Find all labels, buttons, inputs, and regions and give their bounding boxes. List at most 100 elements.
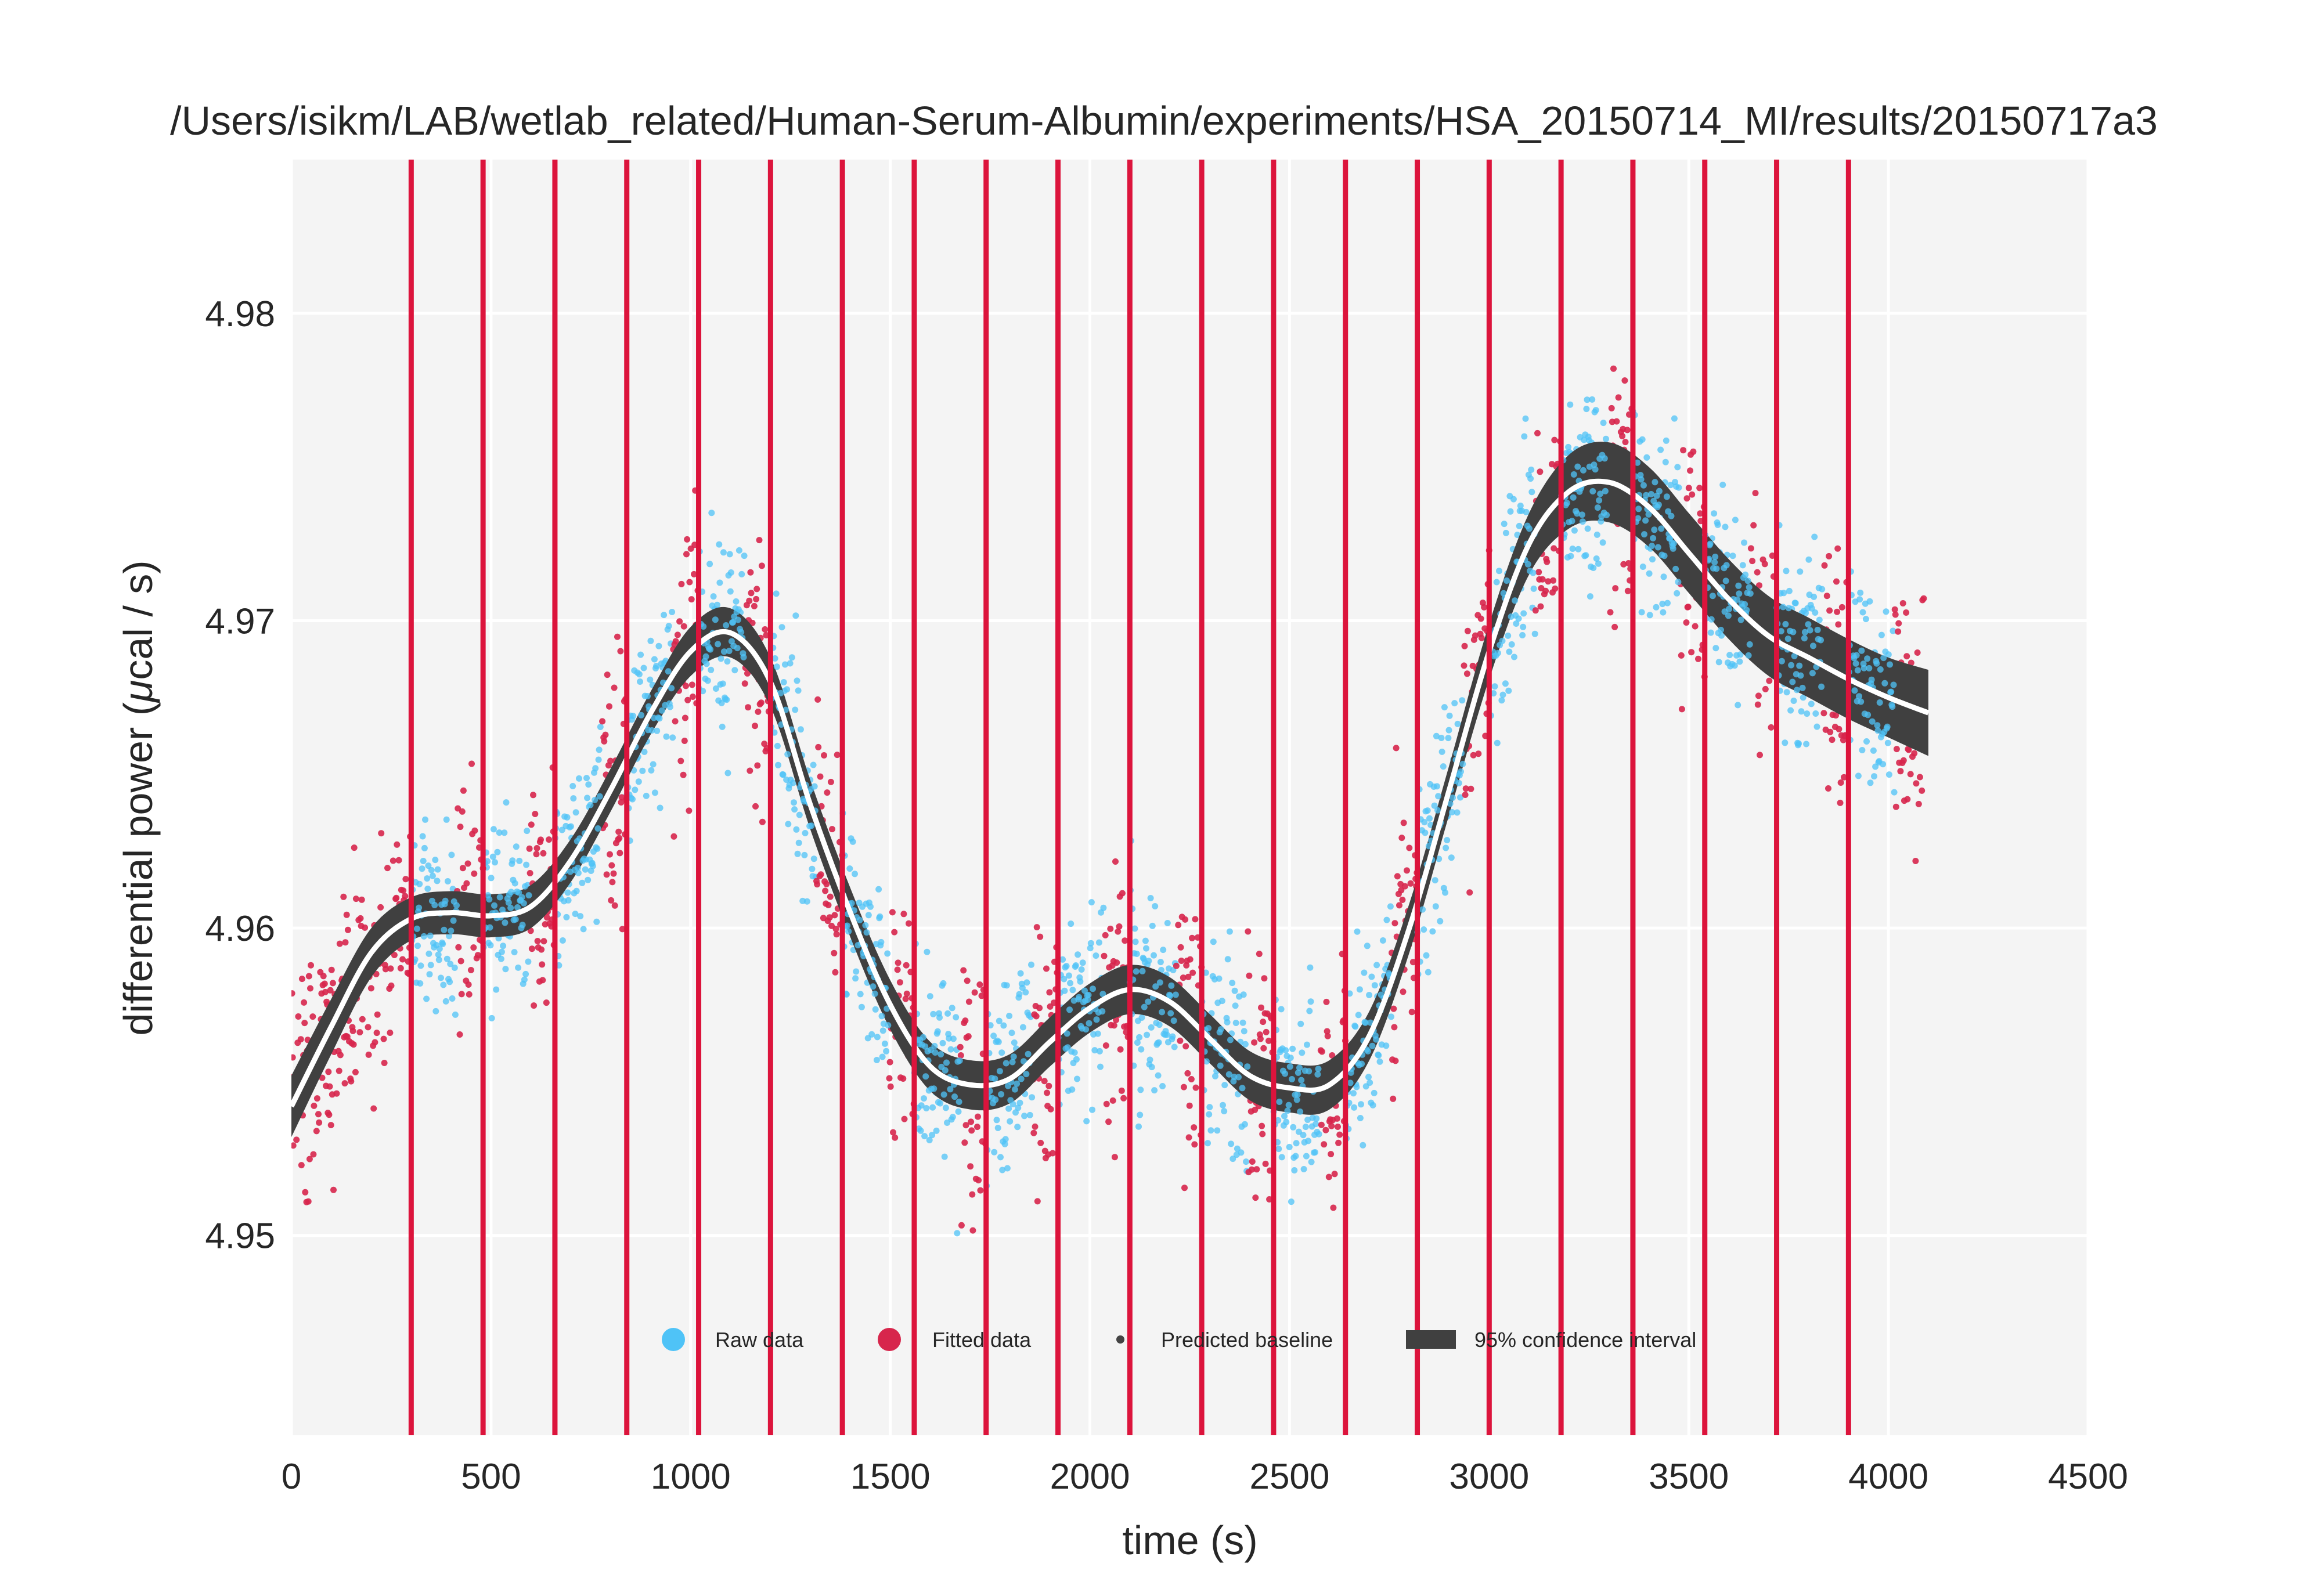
fitted-data-point: [530, 792, 536, 799]
raw-data-point: [438, 974, 444, 981]
predicted-baseline-line: [291, 478, 1930, 1108]
fitted-data-point: [1177, 944, 1184, 951]
raw-data-point: [1429, 928, 1436, 935]
fitted-data-point: [1695, 655, 1701, 662]
fitted-data-point: [322, 988, 329, 995]
raw-data-point: [1856, 693, 1862, 700]
fitted-data-point: [1914, 649, 1921, 656]
raw-data-point: [1296, 1064, 1303, 1071]
raw-data-point: [845, 928, 852, 935]
raw-data-point: [1017, 970, 1024, 977]
fitted-data-point: [1259, 1122, 1265, 1129]
raw-data-point: [1570, 471, 1577, 478]
raw-data-point: [1642, 517, 1649, 524]
fitted-data-point: [603, 871, 610, 878]
fitted-data-point: [373, 1030, 380, 1037]
raw-data-point: [879, 1053, 886, 1060]
raw-data-point: [1600, 420, 1607, 427]
fitted-data-point: [352, 896, 359, 902]
raw-data-point: [1803, 741, 1810, 748]
fitted-data-point: [1323, 998, 1330, 1005]
raw-data-point: [1069, 1086, 1076, 1093]
fitted-data-point: [341, 1080, 348, 1087]
fitted-data-point: [1551, 436, 1558, 443]
fitted-data-point: [1032, 1123, 1039, 1130]
fitted-data-point: [1407, 880, 1414, 887]
raw-data-point: [585, 781, 592, 788]
fitted-data-point: [817, 773, 824, 780]
raw-data-point: [788, 654, 795, 661]
raw-data-point: [719, 680, 726, 687]
raw-data-point: [484, 858, 491, 865]
fitted-data-point: [1033, 924, 1040, 931]
raw-data-point: [1499, 637, 1506, 644]
fitted-data-point: [1678, 652, 1685, 659]
raw-data-point: [1713, 565, 1720, 572]
y-axis-label: differential power (μcal / s): [116, 560, 161, 1035]
fitted-data-point: [526, 845, 533, 852]
raw-data-point: [1891, 789, 1898, 796]
raw-data-point: [1741, 539, 1747, 546]
raw-data-point: [727, 569, 734, 576]
fitted-data-point: [969, 1227, 976, 1234]
fitted-data-point: [977, 1187, 984, 1194]
raw-data-point: [1496, 568, 1502, 575]
fitted-data-point: [1895, 628, 1902, 635]
raw-data-point: [1746, 641, 1753, 648]
raw-data-point: [1508, 641, 1515, 648]
raw-data-point: [505, 899, 512, 906]
fitted-data-point: [316, 1119, 323, 1126]
raw-data-point: [1736, 590, 1743, 597]
raw-data-point: [1207, 1127, 1214, 1134]
raw-data-point: [1735, 582, 1742, 589]
raw-data-point: [669, 734, 676, 741]
raw-data-point: [942, 1067, 949, 1074]
raw-data-point: [1672, 565, 1679, 572]
raw-data-point: [994, 1125, 1001, 1131]
x-axis-ticks: 0 500 1000 1500 2000 2500 3000 3500 4000 4500: [282, 1457, 2128, 1497]
raw-data-point: [723, 622, 730, 629]
fitted-data-point: [539, 961, 546, 968]
raw-data-point: [944, 1120, 950, 1126]
fitted-data-point: [1185, 1134, 1192, 1141]
raw-data-point: [1442, 889, 1448, 896]
raw-data-point: [1865, 712, 1872, 718]
raw-data-point: [1151, 952, 1157, 959]
raw-data-point: [1782, 621, 1789, 627]
raw-data-point: [1023, 979, 1030, 986]
raw-data-point: [795, 687, 802, 694]
fitted-data-point: [471, 870, 478, 877]
legend-marker-fitted: [878, 1328, 901, 1351]
raw-data-point: [426, 971, 433, 978]
raw-data-point: [1244, 1063, 1251, 1070]
raw-data-point: [773, 663, 780, 670]
raw-data-point: [580, 926, 587, 933]
fitted-data-point: [759, 818, 766, 825]
raw-data-point: [1206, 1104, 1213, 1111]
fitted-data-point: [382, 966, 389, 973]
raw-data-point: [1432, 877, 1438, 884]
fitted-data-point: [459, 808, 466, 815]
raw-data-point: [1142, 937, 1149, 944]
raw-data-point: [1205, 1025, 1212, 1032]
raw-data-point: [1660, 573, 1667, 580]
fitted-data-point: [1102, 1042, 1109, 1049]
fitted-data-point: [336, 1067, 342, 1074]
fitted-data-point: [1608, 405, 1615, 411]
raw-data-point: [1494, 649, 1501, 656]
raw-data-point: [1567, 553, 1574, 559]
raw-data-point: [1780, 590, 1787, 597]
raw-data-point: [1638, 476, 1645, 483]
fitted-data-point: [678, 580, 685, 587]
fitted-data-point: [344, 926, 351, 933]
fitted-data-point: [1696, 485, 1703, 492]
fitted-data-point: [680, 771, 687, 778]
y-tick-label: 4.96: [205, 909, 275, 949]
raw-data-point: [1064, 1044, 1071, 1051]
raw-data-point: [1856, 596, 1863, 603]
fitted-data-point: [1037, 933, 1044, 940]
fitted-data-point: [1754, 569, 1761, 576]
fitted-data-point: [1189, 969, 1196, 976]
fitted-data-point: [961, 1139, 968, 1146]
raw-data-point: [1851, 687, 1858, 694]
